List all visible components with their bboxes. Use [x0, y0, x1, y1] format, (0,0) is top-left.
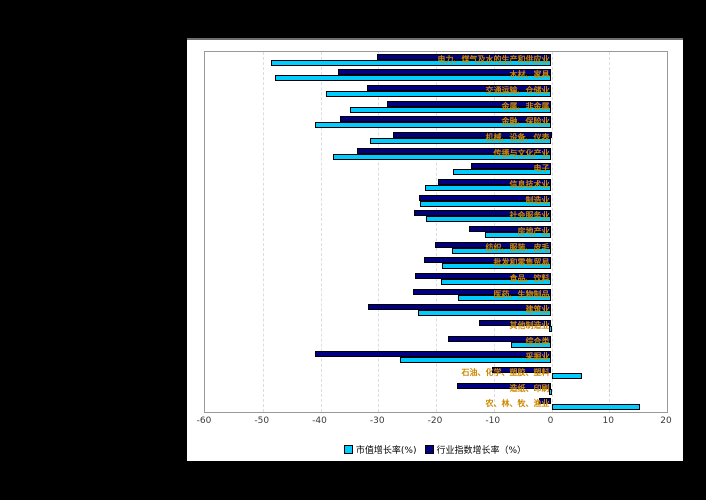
bar	[470, 163, 552, 170]
x-axis-tick-label: 10	[602, 416, 614, 426]
bar	[456, 382, 552, 389]
bar	[485, 232, 552, 238]
legend-marker-navy-square	[424, 445, 434, 454]
bar	[368, 304, 552, 311]
bar	[376, 53, 552, 60]
x-axis-tick-label: -30	[369, 416, 385, 426]
bar	[333, 153, 552, 160]
x-axis-tick-label: -50	[254, 416, 270, 426]
bar	[426, 216, 552, 223]
x-axis-tick-label: -40	[312, 416, 327, 426]
bar	[340, 116, 552, 123]
bar	[413, 288, 552, 295]
category-label: 社会服务业	[509, 211, 550, 221]
bar	[425, 185, 552, 192]
category-label: 石油、化学、塑胶、塑料	[461, 367, 550, 377]
bar	[417, 310, 552, 317]
legend-item-industry-index-growth: 行业指数增长率（%）	[424, 443, 527, 456]
bar	[366, 85, 552, 92]
bar	[440, 278, 552, 285]
category-label: 批发和零售贸易	[493, 258, 550, 268]
bar	[478, 319, 552, 326]
bar	[356, 147, 552, 154]
category-label: 采掘业	[525, 352, 550, 362]
x-axis-tick-label: -10	[485, 416, 501, 426]
bar	[539, 398, 552, 405]
x-axis-tick-label: -60	[196, 416, 212, 426]
bar	[392, 132, 552, 139]
bar	[349, 106, 552, 113]
category-label: 金属、非金属	[501, 101, 550, 111]
bar	[315, 351, 552, 358]
bar	[420, 200, 552, 207]
bar	[452, 169, 552, 176]
category-label: 食品、饮料	[509, 273, 550, 283]
category-label: 制造业	[525, 195, 550, 205]
legend-label: 行业指数增长率（%）	[436, 446, 527, 456]
category-label: 金融、保险业	[501, 117, 550, 127]
gridline	[262, 52, 264, 412]
category-label: 电子	[533, 164, 550, 174]
bar	[326, 91, 552, 98]
bar	[448, 335, 552, 342]
bar	[418, 194, 552, 201]
bar	[457, 294, 552, 301]
bar	[369, 138, 552, 145]
bar	[314, 122, 552, 129]
x-axis-tick-label: 0	[547, 416, 554, 426]
legend-label: 市值增长率(%)	[355, 446, 417, 456]
category-label: 医药、生物制品	[493, 289, 550, 299]
category-label: 木材、家具	[509, 70, 550, 80]
x-axis-tick-label: -20	[427, 416, 443, 426]
legend-marker-cyan-square	[343, 445, 353, 454]
bar	[437, 179, 552, 186]
category-label: 综合类	[525, 336, 550, 346]
category-label: 房地产业	[517, 227, 550, 236]
plot-area: 电力、煤气及水的生产和供应业木材、家具交通运输、仓储业金属、非金属 金融、保险业机…	[204, 51, 668, 413]
bar	[414, 210, 552, 217]
bar	[442, 263, 552, 270]
bar	[551, 404, 640, 411]
category-label: 建筑业	[525, 305, 550, 315]
gridline	[436, 52, 437, 412]
bar	[469, 226, 552, 232]
bar	[511, 341, 552, 348]
gridline	[378, 52, 380, 412]
bar	[337, 69, 552, 76]
bar	[274, 75, 552, 82]
bar	[492, 366, 552, 373]
category-label: 农、林、牧、渔业	[485, 399, 550, 409]
gridline	[320, 52, 322, 412]
bar	[548, 325, 552, 332]
bar	[271, 59, 552, 66]
bar	[435, 241, 552, 248]
legend: 市值增长率(%) 行业指数增长率（%）	[187, 443, 683, 456]
bar	[399, 357, 552, 364]
category-label: 造纸、印刷	[509, 383, 550, 393]
chart-surface: 电力、煤气及水的生产和供应业木材、家具交通运输、仓储业金属、非金属 金融、保险业机…	[187, 38, 683, 461]
bar	[548, 388, 552, 395]
category-label: 其他制造业	[509, 320, 550, 330]
bar	[424, 257, 552, 264]
x-axis-tick-label: 20	[660, 416, 672, 426]
category-label: 纺织、服装、皮毛	[485, 242, 550, 252]
category-label: 机械、设备、仪表	[485, 133, 550, 143]
category-label: 电力、煤气及水的生产和供应业	[437, 54, 550, 64]
bar	[386, 100, 552, 107]
category-label: 信息技术业	[509, 180, 550, 190]
gridline	[551, 52, 553, 412]
category-label: 传播与文化产业	[493, 148, 550, 158]
category-label: 交通运输、仓储业	[485, 86, 550, 96]
gridline	[609, 52, 611, 412]
bar	[551, 372, 582, 379]
bar	[414, 272, 552, 279]
bar	[452, 247, 552, 254]
legend-item-market-cap-growth: 市值增长率(%)	[343, 443, 417, 456]
